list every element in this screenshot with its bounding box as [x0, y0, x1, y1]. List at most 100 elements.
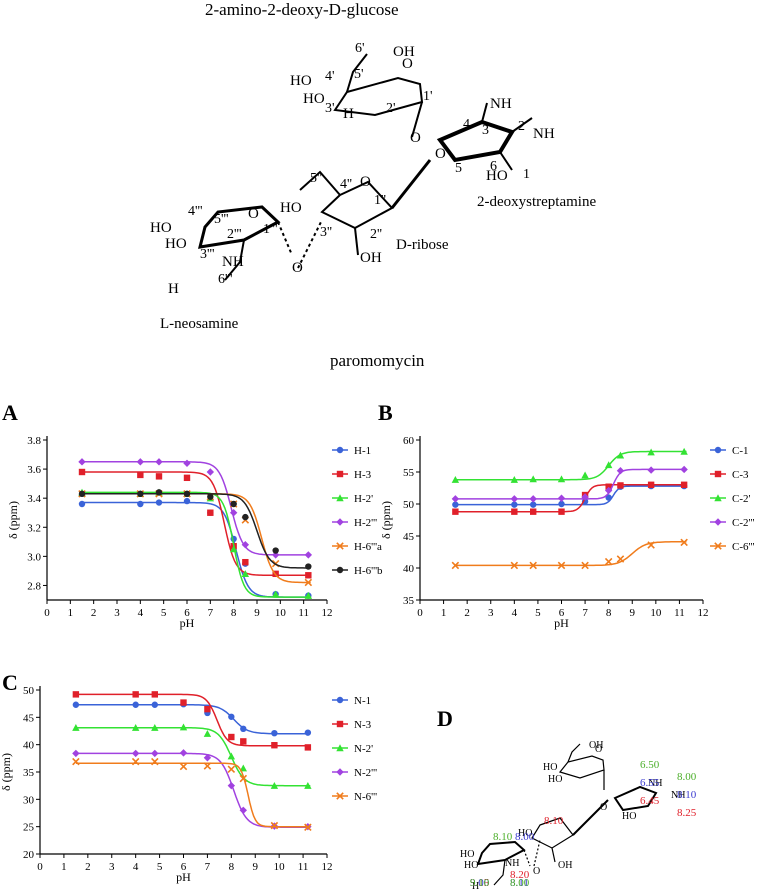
data-point [557, 494, 566, 502]
data-point [155, 499, 163, 506]
paromomycin-structure: HO HO H O O O OH NH NH HO O HO OH HO HO … [150, 41, 596, 332]
legend-marker [336, 792, 344, 800]
data-point [604, 461, 613, 469]
data-point [242, 513, 249, 521]
data-point [529, 561, 537, 570]
pka-value: 8.10 [493, 831, 513, 843]
fit-curve [75, 726, 311, 787]
x-tick-label: 11 [298, 861, 309, 873]
legend-marker [336, 518, 344, 526]
data-point [616, 451, 625, 459]
data-point [604, 557, 613, 566]
x-tick-label: 12 [698, 607, 709, 619]
oh-label: HO [303, 91, 325, 107]
svg-text:6: 6 [490, 159, 497, 174]
data-point [604, 486, 613, 495]
data-point [451, 495, 460, 503]
data-point [647, 466, 655, 474]
data-point [227, 781, 236, 790]
svg-text:HO: HO [518, 828, 532, 839]
x-tick-label: 4 [512, 607, 518, 619]
data-point [131, 757, 140, 766]
x-tick-label: 1 [61, 861, 67, 873]
data-point [304, 729, 312, 736]
legend-marker [714, 494, 722, 502]
legend-label: C-2' [732, 493, 751, 505]
data-point [304, 744, 312, 751]
svg-text:1': 1' [423, 89, 433, 104]
data-point [647, 481, 655, 488]
data-point [230, 500, 237, 508]
legend-marker [714, 470, 722, 478]
data-point [581, 493, 589, 501]
data-point [581, 471, 589, 479]
x-tick-label: 3 [114, 607, 120, 619]
data-point [617, 482, 624, 489]
data-point [132, 701, 139, 708]
ring-o: O [402, 56, 413, 72]
data-point [239, 774, 248, 783]
data-point [131, 749, 140, 758]
y-tick-label: 45 [403, 531, 415, 543]
data-point [151, 701, 158, 708]
data-point [151, 691, 158, 698]
legend-marker [336, 446, 344, 454]
x-tick-label: 11 [674, 607, 685, 619]
data-point [530, 501, 537, 508]
fit-curve [82, 493, 311, 569]
data-point [137, 490, 144, 498]
data-point [272, 547, 279, 554]
svg-text:5': 5' [354, 67, 364, 82]
data-point [616, 555, 625, 563]
y-tick-label: 55 [403, 467, 415, 479]
data-point [151, 724, 159, 731]
svg-text:2': 2' [386, 101, 396, 116]
data-point [72, 749, 80, 758]
y-tick-label: 60 [403, 435, 415, 447]
x-tick-label: 7 [205, 861, 211, 873]
x-tick-label: 8 [231, 607, 237, 619]
data-point [241, 541, 250, 549]
x-tick-label: 11 [298, 607, 309, 619]
svg-text:4''': 4''' [188, 204, 203, 219]
data-point [680, 481, 688, 488]
x-tick-label: 6 [181, 861, 187, 873]
legend-marker [336, 744, 344, 752]
panel-label: C [2, 670, 18, 695]
data-point [183, 459, 191, 467]
oh-label: OH [360, 250, 382, 266]
streptamine-ring-small [613, 785, 658, 812]
nh2-label: NH [222, 254, 244, 270]
glucose-ring-small [558, 755, 605, 779]
legend-label: N-6''' [354, 791, 377, 803]
legend-label: N-3 [354, 719, 372, 731]
svg-text:HO: HO [622, 811, 636, 822]
x-tick-label: 9 [254, 607, 260, 619]
svg-text:1'': 1'' [374, 193, 386, 208]
data-point [581, 561, 589, 570]
y-axis-label: δ (ppm) [0, 753, 13, 791]
x-tick-label: 5 [157, 861, 163, 873]
data-point [151, 757, 159, 766]
y-tick-label: 3.0 [27, 551, 41, 563]
data-point [183, 490, 191, 498]
legend-label: C-3 [732, 469, 749, 481]
streptamine-label: 2-deoxystreptamine [477, 194, 596, 210]
x-tick-label: 6 [184, 607, 190, 619]
data-point [605, 494, 612, 501]
x-tick-label: 10 [650, 607, 662, 619]
data-point [680, 538, 688, 547]
data-point [151, 749, 159, 758]
svg-text:3': 3' [325, 101, 335, 116]
x-tick-label: 1 [441, 607, 447, 619]
data-point [305, 572, 312, 579]
legend-label: C-6''' [732, 541, 754, 553]
panel-label-d: D [437, 706, 453, 731]
data-point [78, 458, 86, 466]
data-point [304, 823, 312, 831]
pka-value: 8.20 [510, 869, 530, 881]
svg-text:H: H [472, 881, 479, 889]
neosamine-label: L-neosamine [160, 316, 239, 332]
ribose-ring [320, 180, 394, 230]
